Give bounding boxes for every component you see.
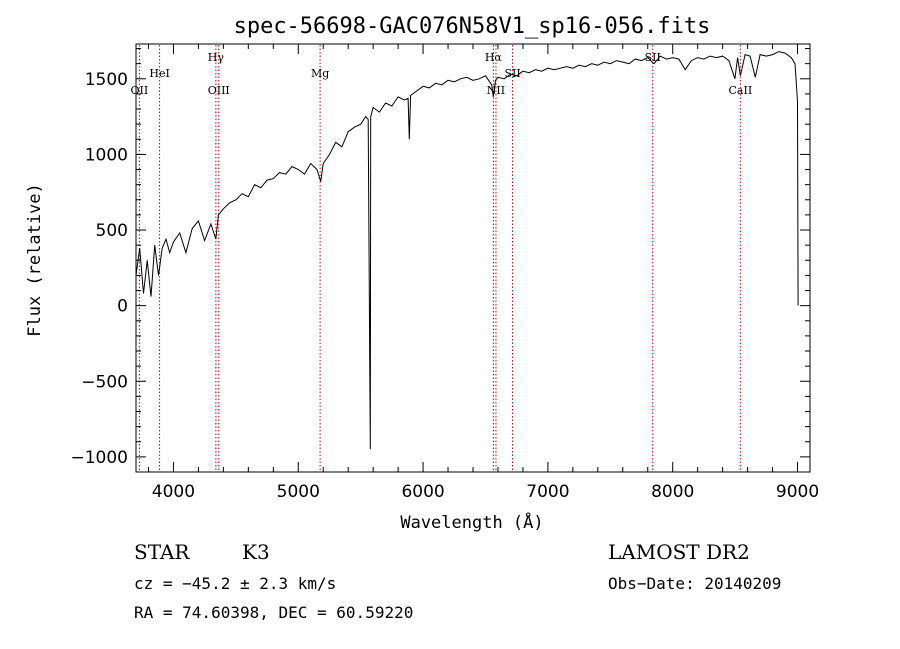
x-tick-label: 8000 <box>651 482 694 502</box>
line-marker-label: Hα <box>485 51 503 64</box>
x-tick-label: 9000 <box>776 482 819 502</box>
y-tick-label: 0 <box>117 297 128 317</box>
spectrum-line <box>135 51 799 450</box>
y-tick-label: −1000 <box>70 448 128 468</box>
x-axis-label: Wavelength (Å) <box>400 511 543 533</box>
line-marker-label: Hγ <box>208 51 225 64</box>
y-tick-label: −500 <box>81 372 128 392</box>
line-marker-label: NII <box>487 84 505 97</box>
object-class: STAR <box>134 540 190 564</box>
line-marker-label: HeI <box>149 67 169 80</box>
x-tick-label: 5000 <box>277 482 320 502</box>
line-marker-label: SII <box>504 67 520 80</box>
x-tick-label: 4000 <box>152 482 195 502</box>
x-tick-label: 7000 <box>526 482 569 502</box>
line-marker-label: Mg <box>311 67 329 80</box>
sky-coordinates: RA = 74.60398, DEC = 60.59220 <box>134 603 414 622</box>
observation-date: Obs−Date: 20140209 <box>608 574 782 593</box>
y-tick-label: 1500 <box>85 70 128 90</box>
y-axis-label: Flux (relative) <box>25 183 45 337</box>
chart-title: spec-56698-GAC076N58V1_sp16-056.fits <box>234 14 711 39</box>
y-tick-label: 1000 <box>85 145 128 165</box>
survey-name: LAMOST DR2 <box>608 540 750 564</box>
line-marker-label: OIII <box>208 84 230 97</box>
axis-ticks: 4000 5000 6000 7000 8000 9000 −1000 −500 0 500 100… <box>70 44 819 502</box>
x-tick-label: 6000 <box>401 482 444 502</box>
y-tick-label: 500 <box>96 221 128 241</box>
radial-velocity: cz = −45.2 ± 2.3 km/s <box>134 574 337 593</box>
object-subclass: K3 <box>242 540 270 564</box>
plot-frame <box>135 43 811 473</box>
line-marker-label: CaII <box>729 84 753 97</box>
line-marker-label: OII <box>131 84 149 97</box>
